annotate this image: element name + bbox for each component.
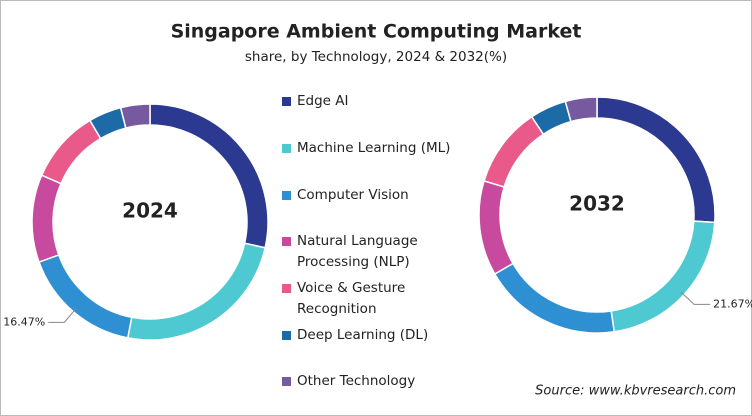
center-label: 2024 [122, 199, 178, 223]
legend-item: Machine Learning (ML) [282, 138, 452, 159]
legend-swatch [282, 284, 291, 293]
legend-swatch [282, 97, 291, 106]
legend-item: Voice & Gesture Recognition [282, 278, 452, 320]
center-label: 2032 [569, 192, 625, 216]
legend-label: Other Technology [297, 373, 416, 389]
legend-label: Voice & Gesture Recognition [297, 280, 406, 317]
leader-line [680, 291, 711, 305]
legend-item: Computer Vision [282, 185, 452, 206]
donut-segment [119, 103, 151, 129]
legend-label: Edge AI [297, 93, 349, 109]
data-label: 16.47% [3, 315, 45, 328]
legend-swatch [282, 331, 291, 340]
source: Source: www.kbvresearch.com [535, 384, 736, 399]
legend-label: Natural Language Processing (NLP) [297, 233, 418, 270]
legend-item: Deep Learning (DL) [282, 325, 452, 346]
legend-swatch [282, 237, 291, 246]
donut-segment [564, 96, 598, 123]
legend-label: Machine Learning (ML) [297, 140, 451, 156]
leader-line [48, 308, 77, 323]
legend-item: Other Technology [282, 371, 452, 392]
chart-subtitle: share, by Technology, 2024 & 2032(%) [245, 49, 507, 65]
legend-label: Deep Learning (DL) [297, 327, 429, 343]
data-label: 21.67% [713, 297, 752, 310]
legend-label: Computer Vision [297, 187, 409, 203]
legend-swatch [282, 144, 291, 153]
chart-title: Singapore Ambient Computing Market [171, 21, 582, 43]
legend-swatch [282, 377, 291, 386]
legend-item: Edge AI [282, 91, 452, 112]
legend-item: Natural Language Processing (NLP) [282, 231, 452, 273]
legend-swatch [282, 191, 291, 200]
